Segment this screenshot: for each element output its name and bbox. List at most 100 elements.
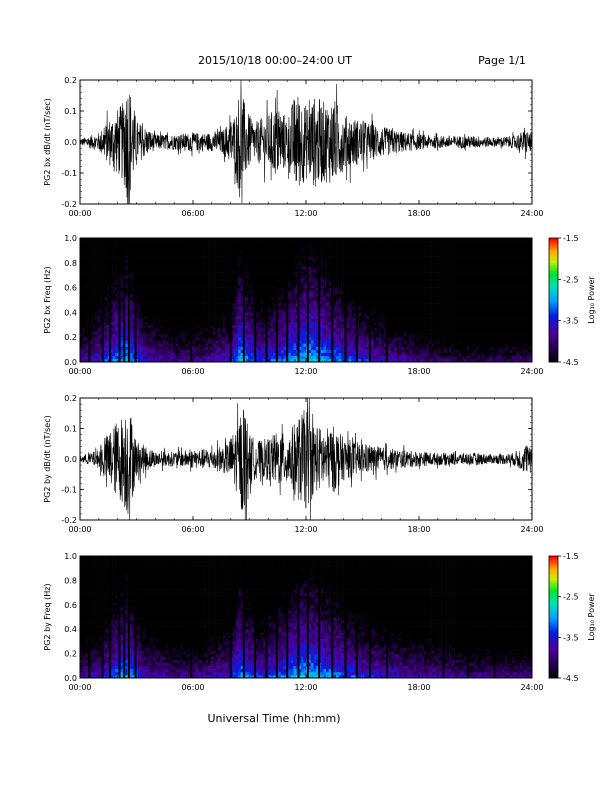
- heatmap-cell: [376, 306, 380, 310]
- heatmap-cell: [152, 321, 156, 326]
- heatmap-cell: [110, 275, 113, 279]
- heatmap-cell: [311, 352, 314, 357]
- heatmap-cell: [326, 265, 329, 270]
- heatmap-cell: [373, 296, 377, 301]
- heatmap-cell: [235, 334, 239, 338]
- heatmap-cell: [323, 284, 327, 288]
- heatmap-cell: [300, 287, 304, 291]
- heatmap-cell: [311, 284, 314, 288]
- heatmap-cell: [177, 296, 181, 301]
- heatmap-cell: [348, 262, 352, 267]
- heatmap-cell: [107, 275, 111, 279]
- heatmap-cell: [293, 306, 297, 310]
- heatmap-cell: [295, 300, 299, 304]
- heatmap-cell: [200, 312, 204, 316]
- heatmap-cell: [338, 337, 342, 341]
- heatmap-cell: [268, 318, 272, 322]
- heatmap-cell: [195, 281, 199, 285]
- heatmap-cell: [235, 306, 239, 310]
- heatmap-cell: [155, 303, 159, 307]
- heatmap-cell: [288, 259, 292, 264]
- heatmap-cell: [167, 303, 171, 307]
- heatmap-cell: [260, 337, 264, 341]
- heatmap-cell: [115, 290, 118, 295]
- heatmap-cell: [273, 256, 277, 260]
- heatmap-cell: [333, 278, 337, 282]
- heatmap-cell: [195, 293, 199, 298]
- heatmap-cell: [107, 352, 111, 357]
- heatmap-cell: [167, 281, 171, 285]
- heatmap-cell: [152, 306, 156, 310]
- heatmap-cell: [268, 290, 272, 295]
- heatmap-cell: [358, 238, 362, 242]
- heatmap-cell: [288, 321, 292, 326]
- heatmap-cell: [115, 281, 118, 285]
- heatmap-cell: [223, 306, 226, 310]
- heatmap-cell: [303, 312, 307, 316]
- heatmap-cell: [366, 269, 370, 273]
- heatmap-cell: [203, 278, 206, 282]
- heatmap-cell: [92, 247, 96, 251]
- heatmap-cell: [85, 281, 88, 285]
- heatmap-cell: [142, 300, 146, 304]
- heatmap-cell: [313, 265, 317, 270]
- heatmap-cell: [145, 262, 149, 267]
- heatmap-cell: [125, 293, 129, 298]
- heatmap-cell: [293, 281, 297, 285]
- heatmap-cell: [290, 247, 294, 251]
- heatmap-cell: [155, 250, 159, 254]
- heatmap-cell: [308, 337, 312, 341]
- heatmap-cell: [125, 247, 129, 251]
- heatmap-cell: [238, 256, 242, 260]
- heatmap-cell: [210, 278, 214, 282]
- heatmap-cell: [283, 315, 287, 319]
- heatmap-cell: [162, 355, 166, 360]
- heatmap-cell: [130, 331, 134, 335]
- heatmap-cell: [283, 318, 287, 322]
- heatmap-cell: [160, 300, 164, 304]
- heatmap-cell: [155, 275, 159, 279]
- heatmap-cell: [142, 318, 146, 322]
- heatmap-cell: [145, 337, 149, 341]
- heatmap-cell: [172, 272, 176, 276]
- heatmap-cell: [213, 306, 216, 310]
- heatmap-cell: [283, 272, 287, 276]
- heatmap-cell: [346, 296, 349, 301]
- heatmap-cell: [376, 290, 380, 295]
- heatmap-cell: [316, 275, 319, 279]
- heatmap-cell: [110, 241, 113, 245]
- heatmap-cell: [321, 343, 324, 347]
- heatmap-cell: [366, 262, 370, 267]
- heatmap-cell: [150, 337, 154, 341]
- heatmap-cell: [203, 343, 206, 347]
- heatmap-cell: [102, 343, 106, 347]
- heatmap-cell: [288, 352, 292, 357]
- heatmap-cell: [371, 340, 375, 344]
- heatmap-cell: [255, 238, 259, 242]
- heatmap-cell: [228, 256, 231, 260]
- heatmap-cell: [112, 355, 116, 360]
- heatmap-cell: [238, 253, 242, 257]
- heatmap-cell: [82, 312, 86, 316]
- heatmap-cell: [270, 324, 274, 329]
- heatmap-cell: [157, 244, 161, 248]
- heatmap-cell: [205, 241, 209, 245]
- heatmap-cell: [185, 346, 189, 350]
- heatmap-cell: [273, 337, 277, 341]
- heatmap-cell: [238, 352, 242, 357]
- heatmap-cell: [175, 275, 179, 279]
- heatmap-cell: [273, 275, 277, 279]
- heatmap-cell: [142, 327, 146, 332]
- heatmap-cell: [376, 352, 380, 357]
- heatmap-cell: [363, 272, 367, 276]
- heatmap-cell: [373, 284, 377, 288]
- heatmap-cell: [177, 355, 181, 360]
- heatmap-cell: [273, 262, 277, 267]
- heatmap-cell: [193, 306, 196, 310]
- heatmap-cell: [260, 269, 264, 273]
- heatmap-cell: [223, 241, 226, 245]
- heatmap-cell: [250, 269, 254, 273]
- heatmap-cell: [363, 315, 367, 319]
- heatmap-cell: [152, 247, 156, 251]
- heatmap-cell: [167, 287, 171, 291]
